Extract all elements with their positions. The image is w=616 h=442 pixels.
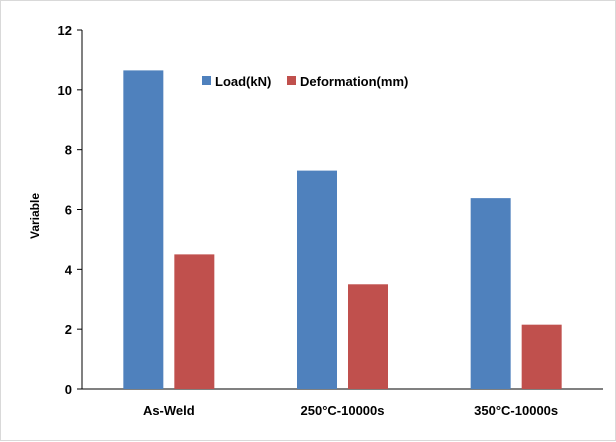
bar-deformation-0 bbox=[174, 254, 215, 389]
y-tick-label: 4 bbox=[65, 262, 73, 277]
bar-load-1 bbox=[297, 170, 337, 389]
x-tick-labels: As-Weld 250°C-10000s 350°C-10000s bbox=[143, 403, 558, 418]
y-tick-label: 10 bbox=[58, 83, 72, 98]
y-axis-title: Variable bbox=[28, 193, 42, 239]
bar-load-0 bbox=[123, 70, 164, 389]
x-tick-label: 250°C-10000s bbox=[301, 403, 385, 418]
x-tick-label: As-Weld bbox=[143, 403, 195, 418]
legend-swatch-load bbox=[202, 76, 211, 85]
bars bbox=[123, 70, 562, 389]
legend-label-load: Load(kN) bbox=[215, 74, 271, 89]
y-tick-label: 6 bbox=[65, 203, 72, 218]
y-tick-label: 8 bbox=[65, 143, 72, 158]
x-tick-label: 350°C-10000s bbox=[474, 403, 558, 418]
legend: Load(kN) Deformation(mm) bbox=[202, 74, 408, 89]
ticks: 0 2 4 6 8 10 12 bbox=[58, 23, 82, 397]
bar-load-2 bbox=[470, 198, 511, 389]
y-tick-label: 0 bbox=[65, 382, 72, 397]
legend-swatch-deformation bbox=[287, 76, 296, 85]
y-tick-label: 2 bbox=[65, 322, 72, 337]
bar-deformation-1 bbox=[348, 284, 388, 389]
legend-label-deformation: Deformation(mm) bbox=[300, 74, 408, 89]
bar-deformation-2 bbox=[521, 324, 562, 389]
y-tick-label: 12 bbox=[58, 23, 72, 38]
